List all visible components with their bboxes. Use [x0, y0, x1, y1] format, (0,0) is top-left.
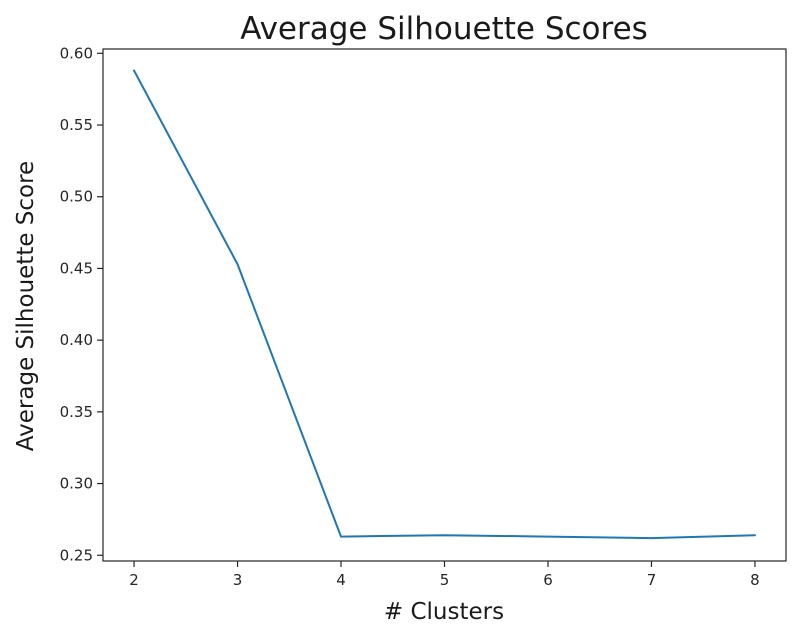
y-tick-label: 0.30 [60, 475, 93, 493]
x-tick-label: 3 [233, 571, 243, 589]
y-tick-label: 0.45 [60, 259, 93, 277]
x-tick-label: 5 [440, 571, 450, 589]
x-tick-label: 8 [750, 571, 760, 589]
y-tick-label: 0.35 [60, 403, 93, 421]
series-layer [133, 69, 756, 540]
y-tick-label: 0.50 [60, 188, 93, 206]
y-tick-label: 0.25 [60, 546, 93, 564]
series-line-0 [133, 69, 756, 540]
chart-title: Average Silhouette Scores [240, 11, 648, 47]
y-tick-label: 0.40 [60, 331, 93, 349]
y-axis-label: Average Silhouette Score [13, 161, 39, 451]
x-tick-label: 2 [129, 571, 139, 589]
x-axis-label: # Clusters [384, 599, 504, 625]
y-tick-label: 0.60 [60, 44, 93, 62]
y-tick-label: 0.55 [60, 116, 93, 134]
plot-frame [102, 48, 787, 562]
y-axis-ticks: 0.25 0.30 0.35 0.40 0.45 0.50 0.55 0.60 [60, 44, 103, 564]
x-axis-ticks: 2 3 4 5 6 7 8 [129, 561, 760, 589]
x-tick-label: 6 [543, 571, 553, 589]
x-tick-label: 4 [336, 571, 346, 589]
x-tick-label: 7 [647, 571, 657, 589]
